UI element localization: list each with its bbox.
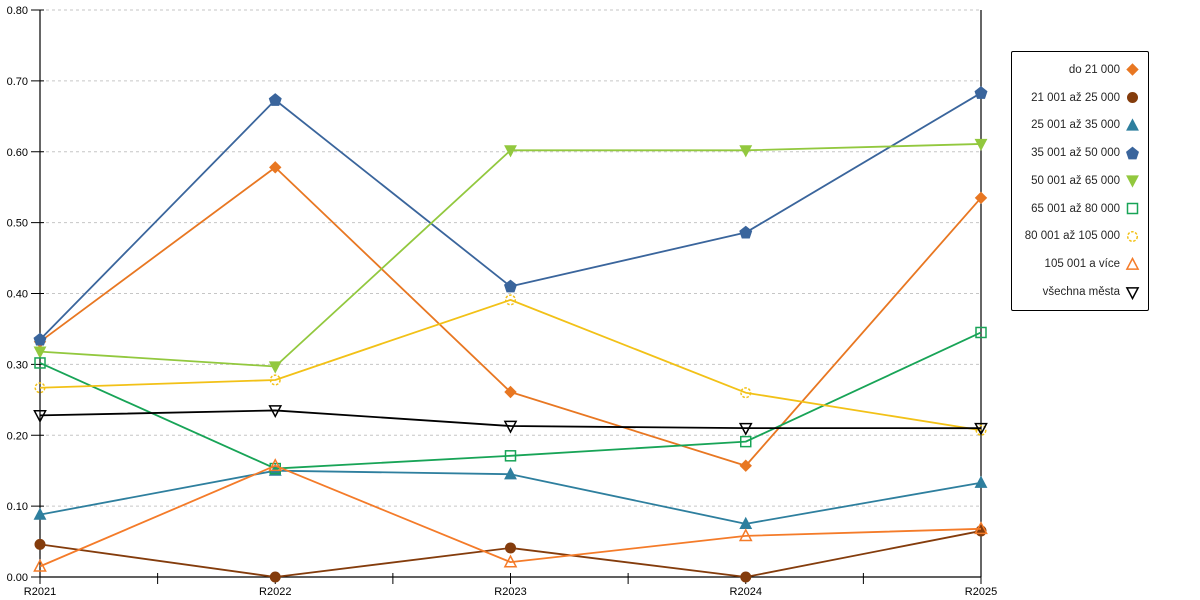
triangle-down-marker-icon [33,346,47,359]
diamond-marker-icon [1126,63,1139,77]
legend-entry-6: 80 001 až 105 000 [1016,229,1140,244]
series-line-6 [39,298,982,432]
y-axis-tick-label: 0.10 [7,501,28,513]
triangle-down-marker-icon [739,145,753,158]
diamond-marker-icon [504,385,517,399]
series-line-7 [39,464,982,568]
circle-marker-icon [505,542,516,554]
legend-label: 65 001 až 80 000 [1031,202,1120,215]
triangle-up-marker-icon [268,458,283,472]
diamond-marker-icon [974,191,988,205]
pentagon-marker-icon [33,332,47,346]
triangle-up-marker-icon [974,475,988,488]
series-line-8 [39,409,981,430]
square-marker-icon [504,450,517,462]
pentagon-marker-icon [1126,146,1139,160]
legend-entry-7: 105 001 a více [1016,256,1140,272]
legend-marker [1127,92,1138,104]
legend-entry-2: 25 001 až 35 000 [1016,118,1140,133]
triangle-down-marker-icon [33,410,47,424]
legend-marker [1125,286,1140,300]
triangle-up-marker-icon [503,554,518,568]
legend-entry-4: 50 001 až 65 000 [1016,173,1140,189]
legend-label: 21 001 až 25 000 [1031,91,1120,104]
triangle-down-marker-icon [974,422,988,436]
chart-legend: do 21 000 21 001 až 25 000 25 001 až 35 00… [1011,51,1149,311]
legend-label: 105 001 a více [1044,258,1120,271]
circle-dashed-marker-icon [1126,230,1139,243]
y-axis-tick-label: 0.70 [7,76,28,88]
circle-marker-icon [34,538,46,550]
triangle-down-marker-icon [1125,286,1140,300]
circle-marker-icon [740,571,752,583]
x-axis-tick-label: R2024 [730,586,762,598]
x-axis-tick-label: R2021 [24,586,56,598]
circle-dashed-marker-icon [504,294,517,306]
legend-label: 50 001 až 65 000 [1031,174,1120,187]
y-axis-tick-label: 0.20 [7,430,28,442]
circle-dashed-marker-icon [975,424,987,436]
y-axis-tick-label: 0.30 [7,359,28,371]
legend-label: do 21 000 [1068,63,1120,76]
x-axis-tick-label: R2022 [259,586,291,598]
x-axis-tick-label: R2023 [494,586,526,598]
legend-marker [1126,63,1139,77]
triangle-up-marker-icon [33,558,47,572]
triangle-up-marker-icon [504,467,517,480]
triangle-up-marker-icon [974,521,988,535]
legend-entry-1: 21 001 až 25 000 [1016,90,1140,105]
square-marker-icon [740,435,752,448]
diamond-marker-icon [739,459,752,472]
pentagon-marker-icon [504,279,517,293]
circle-marker-icon [1127,92,1138,104]
pentagon-marker-icon [268,93,282,106]
triangle-up-marker-icon [738,528,753,542]
triangle-down-marker-icon [268,405,283,419]
series-line-3 [39,92,982,341]
legend-marker [1125,256,1140,270]
legend-entry-5: 65 001 až 80 000 [1016,201,1140,216]
triangle-down-marker-icon [974,138,988,152]
legend-entry-8: všechna města [1016,285,1140,300]
y-axis-tick-label: 0.80 [7,5,28,17]
square-marker-icon [1126,202,1139,215]
series-line-5 [39,331,982,470]
square-marker-icon [975,326,987,339]
triangle-down-marker-icon [1126,175,1139,189]
triangle-down-marker-icon [268,361,282,374]
legend-marker [1126,230,1139,243]
legend-label: 80 001 až 105 000 [1024,230,1120,243]
legend-entry-0: do 21 000 [1016,62,1140,77]
y-axis-tick-label: 0.00 [7,572,28,584]
series-line-1 [39,530,982,578]
triangle-up-marker-icon [1125,256,1140,270]
circle-marker-icon [269,571,281,583]
legend-marker [1126,146,1139,160]
y-axis-tick-label: 0.50 [7,218,28,230]
triangle-down-marker-icon [503,420,518,434]
circle-dashed-marker-icon [269,374,281,386]
legend-label: 25 001 až 35 000 [1031,119,1120,132]
triangle-down-marker-icon [738,422,753,436]
legend-marker [1126,202,1139,215]
legend-label: všechna města [1042,286,1120,298]
y-axis-tick-label: 0.40 [7,289,28,301]
triangle-up-marker-icon [1126,118,1139,131]
diamond-marker-icon [269,161,282,174]
circle-dashed-marker-icon [34,382,46,394]
y-axis-tick-label: 0.60 [7,147,28,159]
pentagon-marker-icon [974,86,988,99]
circle-dashed-marker-icon [740,387,752,399]
legend-marker [1126,175,1139,189]
square-marker-icon [34,357,46,369]
legend-marker [1126,118,1139,131]
triangle-up-marker-icon [33,507,47,520]
pentagon-marker-icon [739,225,753,239]
legend-entry-3: 35 001 až 50 000 [1016,146,1140,161]
x-axis-tick-label: R2025 [965,586,997,598]
legend-label: 35 001 až 50 000 [1031,147,1120,160]
triangle-down-marker-icon [504,145,517,158]
